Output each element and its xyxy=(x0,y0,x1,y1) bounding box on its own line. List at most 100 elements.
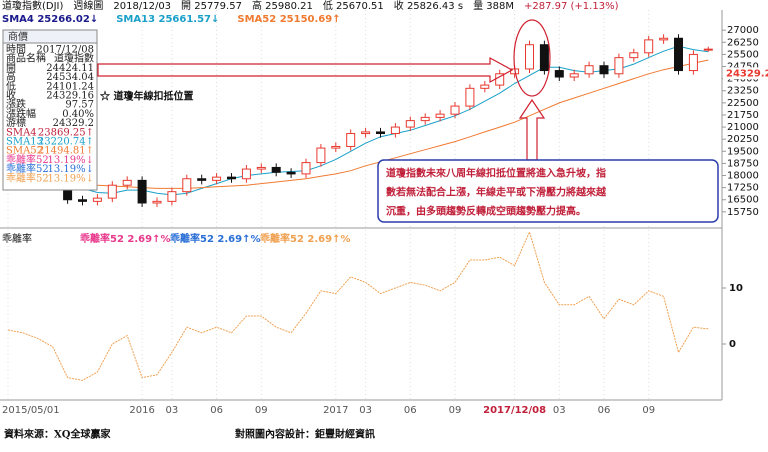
header-field: 2018/12/03 xyxy=(113,1,171,12)
candle-body xyxy=(525,44,534,70)
candle-body xyxy=(554,70,564,78)
y-tick-label: 25500 xyxy=(727,49,759,60)
candle-body xyxy=(107,184,117,199)
info-label: SMA52 xyxy=(6,146,43,157)
candle-body xyxy=(301,162,311,175)
y2-tick-label: 0 xyxy=(729,339,736,350)
y-tick-label: 23250 xyxy=(727,86,759,97)
x-tick-label: 2016 xyxy=(129,405,154,416)
info-label: 乖離率52 xyxy=(6,162,49,175)
note-line: 沉重，由多頭趨勢反轉成空頭趨勢壓力提高。 xyxy=(386,205,586,218)
header-field: 低 25670.51 xyxy=(323,0,384,12)
info-value: 24534.04 xyxy=(46,72,94,83)
y2-tick-label: 10 xyxy=(729,283,743,294)
candle-body xyxy=(569,73,579,78)
hollow-arrow xyxy=(97,56,514,84)
candle-body xyxy=(92,197,102,202)
header-field: 量 388M xyxy=(473,0,514,12)
y-tick-label: 27000 xyxy=(727,25,759,36)
highlight-ellipse xyxy=(513,19,551,97)
header-field: 週線圖 xyxy=(73,0,103,12)
info-value: 13.19%↓ xyxy=(47,155,94,166)
y-tick-label: 22500 xyxy=(727,98,759,109)
candle-body xyxy=(450,105,460,115)
candle-body xyxy=(435,113,445,118)
x-tick-label: 2017 xyxy=(323,405,348,416)
info-label: 乖離率52 xyxy=(6,171,49,184)
y-tick-label: 21750 xyxy=(727,110,759,121)
candle-body xyxy=(286,171,296,175)
marks xyxy=(3,34,713,381)
candle-body xyxy=(405,120,415,128)
candle-body xyxy=(480,84,490,89)
candle-body xyxy=(316,147,326,164)
x-tick-label: 03 xyxy=(359,405,372,416)
info-label: 開 xyxy=(6,62,16,74)
x-tick-label: 09 xyxy=(255,405,268,416)
info-label: 低 xyxy=(6,79,16,92)
candle-body xyxy=(659,37,669,41)
x-tick-label: 09 xyxy=(642,405,655,416)
note-line: 數若無法配合上漲，年線走平或下滑壓力將越來越 xyxy=(386,186,607,199)
x-tick-label: 2015/05/01 xyxy=(2,405,60,416)
y-tick-label: 17250 xyxy=(727,183,759,194)
lower-legend: 乖離率52 2.69↑% xyxy=(80,232,170,245)
candle-body xyxy=(390,126,400,135)
candle-body xyxy=(241,168,251,180)
candle-body xyxy=(182,178,192,193)
info-label: 高 xyxy=(6,70,16,83)
candle-body xyxy=(212,176,222,181)
x-tick-label: 03 xyxy=(553,405,566,416)
info-value: 13.19%↓ xyxy=(47,173,94,184)
y-tick-label: 18750 xyxy=(727,158,759,169)
header-field: 道瓊指數(DJI) xyxy=(2,0,63,12)
lower-legend: 乖離率52 2.69↑% xyxy=(170,232,260,245)
info-label: 乖離率52 xyxy=(6,153,49,166)
x-tick-label: 2017/12/08 xyxy=(483,405,546,416)
info-value: 13.19%↓ xyxy=(47,164,94,175)
info-label: 商品名稱 xyxy=(6,52,46,65)
info-value: 24329.2 xyxy=(53,118,94,129)
header-field: +287.97 (+1.13%) xyxy=(524,1,619,12)
y-tick-label: 21000 xyxy=(727,122,759,133)
candle-body xyxy=(599,65,609,75)
info-value: 97.57 xyxy=(65,100,94,111)
candle-body xyxy=(271,166,281,173)
note-line: 道瓊指數未來八周年線扣抵位置將進入急升坡，指 xyxy=(386,167,606,180)
candle-body xyxy=(78,199,87,202)
deviation-line xyxy=(7,230,709,381)
lower-title: 乖離率 xyxy=(2,232,32,245)
candle-body xyxy=(361,131,371,135)
x-tick-label: 09 xyxy=(449,405,462,416)
info-label: 收 xyxy=(6,89,16,102)
x-tick-label: 03 xyxy=(166,405,179,416)
header-field: 高 25980.21 xyxy=(252,0,313,12)
y-tick-label: 18000 xyxy=(727,171,759,182)
star-note: ☆ 道瓊年線扣抵位置 xyxy=(100,90,193,103)
note-box xyxy=(377,159,719,223)
info-value: 24101.24 xyxy=(46,81,94,92)
ma-legend: SMA13 25661.57↓ xyxy=(116,14,219,25)
info-box xyxy=(2,29,98,191)
y-tick-label: 20250 xyxy=(727,134,759,145)
candle-body xyxy=(152,200,162,204)
y-tick-label: 16500 xyxy=(727,195,759,206)
info-label: SMA13 xyxy=(6,137,43,148)
info-value: 24424.11 xyxy=(46,63,94,74)
candle-body xyxy=(122,179,132,186)
info-box-titlebar xyxy=(2,29,98,44)
cursor-label: 24329.2 xyxy=(726,68,768,79)
overlay: 道瓊指數(DJI) 週線圖 2018/12/03 開 25779.57 高 25980.… xyxy=(2,0,768,441)
y-tick-label: 15750 xyxy=(727,207,759,218)
candle-body xyxy=(465,87,475,107)
candle-body xyxy=(346,133,356,147)
info-label: 漲跌幅 xyxy=(6,107,36,120)
info-value: 24329.16 xyxy=(46,91,94,102)
info-value: 23220.74↑ xyxy=(38,137,94,148)
footer-credit: 對照圖內容設計：鉅豐財經資訊 xyxy=(235,428,375,441)
footer-source: 資料來源：XQ全球贏家 xyxy=(4,428,111,441)
candle-body xyxy=(614,57,624,75)
candle-body xyxy=(227,176,236,180)
